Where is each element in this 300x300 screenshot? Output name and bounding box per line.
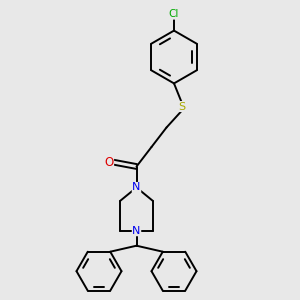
- Text: O: O: [104, 155, 113, 169]
- Text: N: N: [132, 182, 141, 193]
- Text: Cl: Cl: [169, 9, 179, 19]
- Text: N: N: [132, 226, 141, 236]
- Text: S: S: [178, 101, 185, 112]
